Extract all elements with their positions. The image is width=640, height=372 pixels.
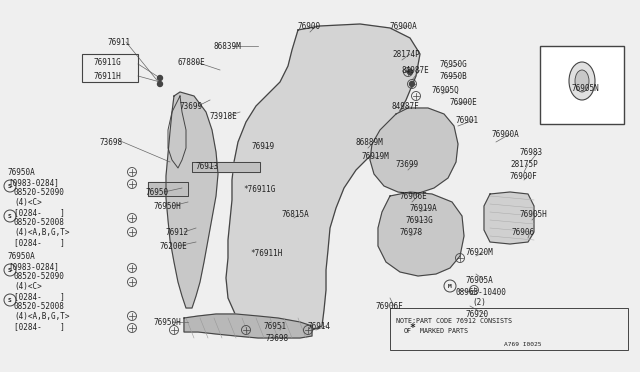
Text: (2): (2) <box>472 298 486 307</box>
Bar <box>540 46 624 124</box>
Text: 73698: 73698 <box>100 138 123 147</box>
Text: NOTE:PART CODE 76912 CONSISTS: NOTE:PART CODE 76912 CONSISTS <box>396 318 512 324</box>
Text: 76950A: 76950A <box>8 168 36 177</box>
Text: 67880E: 67880E <box>178 58 205 67</box>
Circle shape <box>157 76 163 80</box>
Text: 76905A: 76905A <box>466 276 493 285</box>
Text: 76906E: 76906E <box>400 192 428 201</box>
Text: (4)<A,B,G,T>: (4)<A,B,G,T> <box>14 312 70 321</box>
Text: 73699: 73699 <box>180 102 203 111</box>
Text: (4)<A,B,G,T>: (4)<A,B,G,T> <box>14 228 70 237</box>
Text: 76905H: 76905H <box>520 210 548 219</box>
Polygon shape <box>184 314 312 338</box>
Text: 76913: 76913 <box>196 162 219 171</box>
Text: 08520-52008: 08520-52008 <box>14 302 65 311</box>
Bar <box>390 308 628 350</box>
Text: 76911H: 76911H <box>94 72 122 81</box>
Polygon shape <box>378 192 464 276</box>
Text: 28174P: 28174P <box>392 50 420 59</box>
Circle shape <box>410 81 415 87</box>
Text: 76978: 76978 <box>400 228 423 237</box>
Text: 76900E: 76900E <box>450 98 477 107</box>
Polygon shape <box>148 182 188 196</box>
Text: S: S <box>8 298 12 302</box>
Text: 76950A: 76950A <box>8 252 36 261</box>
Text: 76906F: 76906F <box>376 302 404 311</box>
Text: 76920M: 76920M <box>466 248 493 257</box>
Text: 08520-52090: 08520-52090 <box>14 272 65 281</box>
Circle shape <box>408 70 413 74</box>
Text: 08963-10400: 08963-10400 <box>456 288 507 297</box>
Text: 86889M: 86889M <box>356 138 384 147</box>
Text: 28175P: 28175P <box>510 160 538 169</box>
Text: 73918E: 73918E <box>210 112 237 121</box>
Text: 76920: 76920 <box>466 310 489 319</box>
Text: *: * <box>409 323 415 333</box>
Text: 76900A: 76900A <box>492 130 520 139</box>
Text: 76911: 76911 <box>108 38 131 47</box>
Text: [0284-    ]: [0284- ] <box>14 322 65 331</box>
Polygon shape <box>192 162 260 172</box>
Text: [0284-    ]: [0284- ] <box>14 238 65 247</box>
Text: 76905Q: 76905Q <box>432 86 460 95</box>
Text: 76900A: 76900A <box>390 22 418 31</box>
Text: S: S <box>8 183 12 189</box>
Text: 73698: 73698 <box>266 334 289 343</box>
Text: 76911G: 76911G <box>94 58 122 67</box>
Text: 76912: 76912 <box>166 228 189 237</box>
Text: S: S <box>8 214 12 218</box>
Text: M: M <box>448 283 452 289</box>
Text: 76919M: 76919M <box>362 152 390 161</box>
Text: 76919: 76919 <box>252 142 275 151</box>
Text: [0284-    ]: [0284- ] <box>14 208 65 217</box>
Text: 76950H: 76950H <box>154 318 182 327</box>
Text: 76950: 76950 <box>146 188 169 197</box>
Text: [0983-0284]: [0983-0284] <box>8 262 59 271</box>
Polygon shape <box>166 92 218 308</box>
Text: (4)<C>: (4)<C> <box>14 282 42 291</box>
Polygon shape <box>484 192 534 244</box>
Text: 76901: 76901 <box>456 116 479 125</box>
Text: (4)<C>: (4)<C> <box>14 198 42 207</box>
Ellipse shape <box>575 70 589 92</box>
Text: OF: OF <box>404 328 412 334</box>
Text: 76906: 76906 <box>512 228 535 237</box>
Text: 84987F: 84987F <box>392 102 420 111</box>
Text: 08520-52008: 08520-52008 <box>14 218 65 227</box>
Text: 76950G: 76950G <box>440 60 468 69</box>
Circle shape <box>157 81 163 87</box>
Text: 76919A: 76919A <box>410 204 438 213</box>
Text: 76914: 76914 <box>308 322 331 331</box>
Text: 84987E: 84987E <box>402 66 429 75</box>
Text: A769 I0025: A769 I0025 <box>504 342 541 347</box>
Text: 76950B: 76950B <box>440 72 468 81</box>
Text: 76983: 76983 <box>520 148 543 157</box>
Text: 76950H: 76950H <box>154 202 182 211</box>
Text: *76911H: *76911H <box>250 248 282 257</box>
Text: 86839M: 86839M <box>214 42 242 51</box>
Text: MARKED PARTS: MARKED PARTS <box>420 328 468 334</box>
Text: 76900F: 76900F <box>510 172 538 181</box>
Text: 08520-52090: 08520-52090 <box>14 188 65 197</box>
Text: S: S <box>8 267 12 273</box>
Ellipse shape <box>569 62 595 100</box>
Text: 73699: 73699 <box>396 160 419 169</box>
Text: 76905N: 76905N <box>571 84 599 93</box>
Text: [0284-    ]: [0284- ] <box>14 292 65 301</box>
Bar <box>82 54 138 82</box>
Polygon shape <box>226 24 420 336</box>
Polygon shape <box>370 108 458 194</box>
Text: 76913G: 76913G <box>406 216 434 225</box>
Text: 76951: 76951 <box>264 322 287 331</box>
Text: 76200E: 76200E <box>160 242 188 251</box>
Text: [0983-0284]: [0983-0284] <box>8 178 59 187</box>
Text: 76815A: 76815A <box>282 210 310 219</box>
Text: *76911G: *76911G <box>243 186 275 195</box>
Text: 76900: 76900 <box>298 22 321 31</box>
